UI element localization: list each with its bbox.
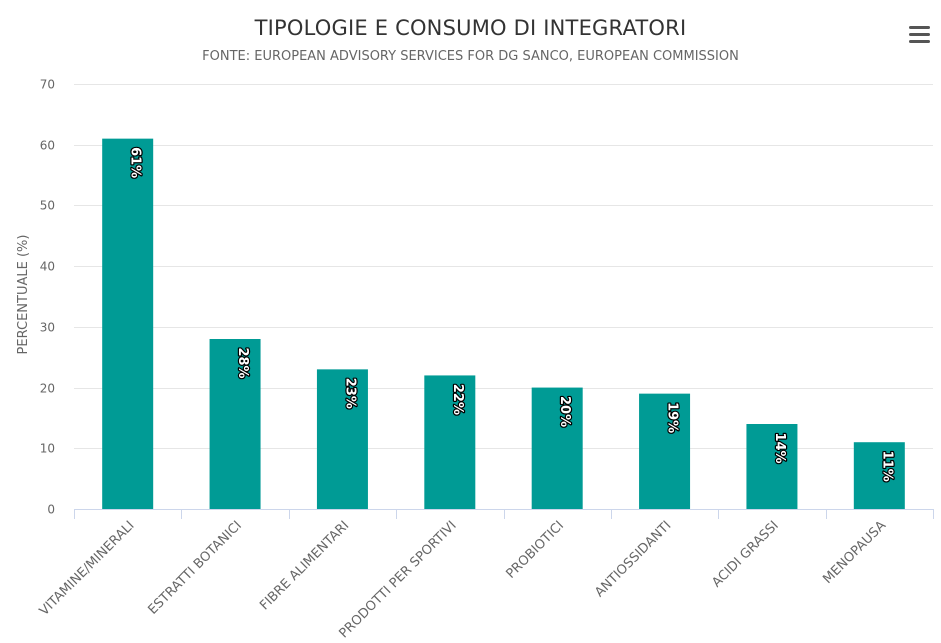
y-tick-label: 0 [47, 503, 55, 517]
data-label: 14% [772, 432, 787, 463]
x-category-label: VITAMINE/MINERALI [37, 518, 138, 619]
x-category-label: PROBIOTICI [504, 518, 567, 581]
grid-lines [74, 84, 933, 449]
data-label: 19% [665, 402, 680, 433]
menu-bar-bottom [909, 40, 930, 43]
y-tick-label: 20 [40, 382, 55, 396]
data-label: 28% [235, 347, 250, 378]
chart-title: TIPOLOGIE E CONSUMO DI INTEGRATORI [254, 16, 687, 40]
bar[interactable] [746, 424, 798, 509]
bar[interactable] [316, 369, 368, 509]
axes [74, 509, 934, 519]
y-tick-label: 40 [40, 260, 55, 274]
y-tick-label: 60 [40, 139, 55, 153]
y-tick-label: 50 [40, 199, 55, 213]
data-label: 23% [342, 378, 357, 409]
data-label: 61% [128, 147, 143, 178]
menu-bar-top [909, 26, 930, 29]
bars [102, 138, 905, 509]
x-category-label: FIBRE ALIMENTARI [257, 518, 352, 613]
chart-subtitle: FONTE: EUROPEAN ADVISORY SERVICES FOR DG… [202, 49, 739, 64]
x-category-label: ANTIOSSIDANTI [592, 518, 674, 600]
data-label: 20% [557, 396, 572, 427]
y-tick-label: 10 [40, 442, 55, 456]
y-tick-label: 30 [40, 321, 55, 335]
x-category-label: MENOPAUSA [820, 518, 889, 587]
bar[interactable] [209, 339, 261, 509]
hamburger-menu-icon[interactable] [904, 22, 934, 46]
data-label: 11% [879, 451, 894, 482]
menu-bar-middle [909, 33, 930, 36]
data-label: 22% [450, 384, 465, 415]
x-category-label: ACIDI GRASSI [709, 518, 781, 590]
x-category-label: ESTRATTI BOTANICI [145, 518, 244, 617]
bar[interactable] [639, 393, 691, 509]
y-axis-title: PERCENTUALE (%) [16, 235, 31, 355]
bar[interactable] [853, 442, 905, 509]
bar[interactable] [424, 375, 476, 509]
x-category-label: PRODOTTI PER SPORTIVI [337, 518, 460, 641]
y-tick-label: 70 [40, 78, 55, 92]
bar[interactable] [531, 387, 583, 509]
bar[interactable] [102, 138, 154, 509]
